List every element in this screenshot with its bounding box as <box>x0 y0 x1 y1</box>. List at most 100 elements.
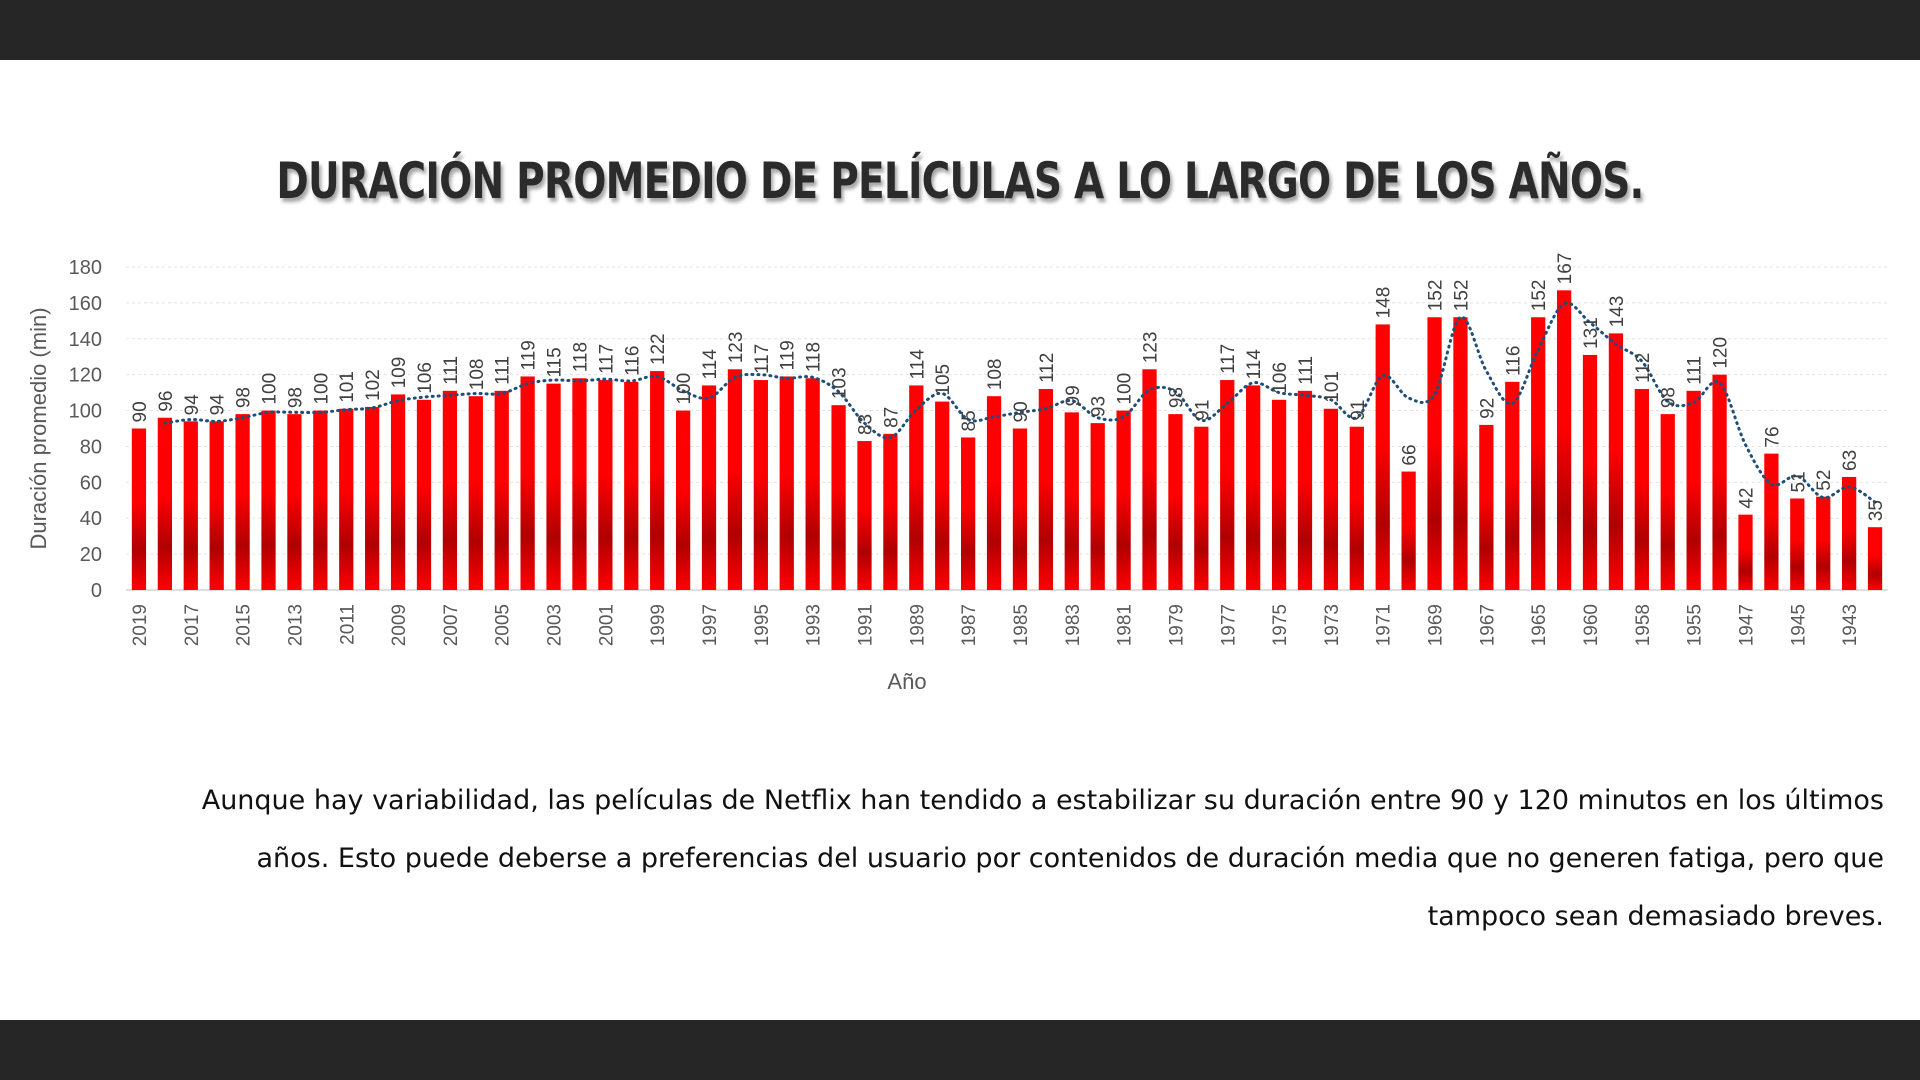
x-tick-label: 1943 <box>1840 604 1861 646</box>
x-tick-label: 1958 <box>1633 604 1654 646</box>
x-tick-label: 1955 <box>1685 604 1706 646</box>
data-label: 96 <box>156 391 177 412</box>
data-label: 123 <box>1141 332 1162 364</box>
slide-caption: Aunque hay variabilidad, las películas d… <box>201 785 1884 932</box>
data-label: 100 <box>260 373 281 405</box>
data-label: 106 <box>415 362 436 394</box>
data-label: 90 <box>1011 401 1032 422</box>
bar <box>572 378 587 590</box>
data-label: 98 <box>285 387 306 408</box>
bar <box>1686 390 1701 590</box>
x-tick-label: 1987 <box>959 604 980 646</box>
data-label: 123 <box>726 332 747 364</box>
data-label: 98 <box>1166 387 1187 408</box>
bar <box>416 399 432 590</box>
bar <box>1790 498 1805 590</box>
bar <box>650 371 665 590</box>
bar <box>520 376 535 590</box>
data-label: 100 <box>311 373 332 405</box>
bar <box>365 406 380 590</box>
x-tick-label: 1973 <box>1322 604 1343 646</box>
bar <box>1038 389 1053 590</box>
data-label: 101 <box>337 371 358 403</box>
data-label: 105 <box>933 364 954 396</box>
bar <box>831 405 846 590</box>
bar <box>805 378 820 590</box>
data-label: 120 <box>1711 337 1732 369</box>
x-tick-label: 1983 <box>1063 604 1084 646</box>
trendline <box>163 301 1877 504</box>
data-label: 85 <box>959 410 980 431</box>
y-tick-label: 120 <box>69 365 102 387</box>
data-label: 63 <box>1840 450 1861 471</box>
y-tick-label: 20 <box>80 544 102 566</box>
bar <box>1660 414 1675 590</box>
x-tick-label: 2007 <box>441 604 462 646</box>
x-tick-label: 2005 <box>493 604 514 646</box>
data-label: 119 <box>778 340 799 370</box>
bar <box>1090 423 1105 590</box>
data-label: 111 <box>441 356 462 385</box>
data-label: 148 <box>1374 287 1395 319</box>
data-label: 167 <box>1555 253 1576 285</box>
x-tick-label: 2011 <box>337 604 358 645</box>
bar <box>1349 426 1364 590</box>
bar <box>1142 369 1157 590</box>
bar <box>961 437 976 590</box>
bar <box>1712 374 1727 590</box>
x-tick-label: 1969 <box>1426 604 1447 646</box>
bar <box>442 390 458 590</box>
data-label: 91 <box>1192 400 1213 421</box>
bar <box>157 417 172 590</box>
data-label: 102 <box>363 369 384 401</box>
x-tick-label: 1945 <box>1788 604 1809 646</box>
data-label: 116 <box>1503 346 1524 376</box>
x-tick-label: 1947 <box>1736 604 1757 646</box>
y-tick-label: 60 <box>80 472 102 494</box>
data-label: 111 <box>1685 356 1706 385</box>
y-tick-label: 0 <box>91 580 102 602</box>
data-label: 116 <box>622 346 643 376</box>
data-label: 118 <box>570 342 591 372</box>
data-label: 111 <box>1296 356 1317 385</box>
x-tick-label: 2015 <box>234 604 255 646</box>
data-label: 114 <box>1244 349 1265 380</box>
data-label: 109 <box>389 357 410 389</box>
x-axis-title: Año <box>887 669 926 694</box>
data-label: 131 <box>1581 317 1602 349</box>
data-label: 99 <box>1063 385 1084 406</box>
bar <box>339 408 354 590</box>
x-tick-label: 1960 <box>1581 604 1602 646</box>
bar <box>675 410 691 590</box>
x-tick-label: 1999 <box>648 604 669 646</box>
data-label: 152 <box>1451 280 1472 312</box>
bar <box>1531 317 1546 590</box>
bar <box>1608 333 1624 590</box>
bar <box>1375 324 1390 590</box>
data-label: 114 <box>907 349 928 380</box>
data-label: 98 <box>1659 387 1680 408</box>
bar <box>598 380 613 590</box>
y-tick-label: 40 <box>80 508 102 530</box>
data-label: 114 <box>700 349 721 380</box>
bar <box>1012 428 1028 590</box>
x-tick-label: 2019 <box>130 604 151 646</box>
x-tick-label: 1965 <box>1529 604 1550 646</box>
bar <box>1271 399 1287 590</box>
bar <box>131 428 147 590</box>
data-label: 66 <box>1400 444 1421 465</box>
data-label: 117 <box>596 344 617 374</box>
data-label: 87 <box>881 407 902 428</box>
data-label: 118 <box>804 342 825 372</box>
data-label: 52 <box>1814 470 1835 491</box>
data-label: 103 <box>830 367 851 399</box>
bar <box>857 441 872 590</box>
x-tick-label: 2001 <box>596 604 617 646</box>
x-tick-label: 1981 <box>1115 604 1136 646</box>
data-label: 93 <box>1089 396 1110 417</box>
bar <box>1401 471 1416 590</box>
bar <box>546 383 561 590</box>
data-label: 108 <box>467 358 488 390</box>
x-tick-label: 1977 <box>1218 604 1239 646</box>
x-tick-label: 1989 <box>907 604 928 646</box>
